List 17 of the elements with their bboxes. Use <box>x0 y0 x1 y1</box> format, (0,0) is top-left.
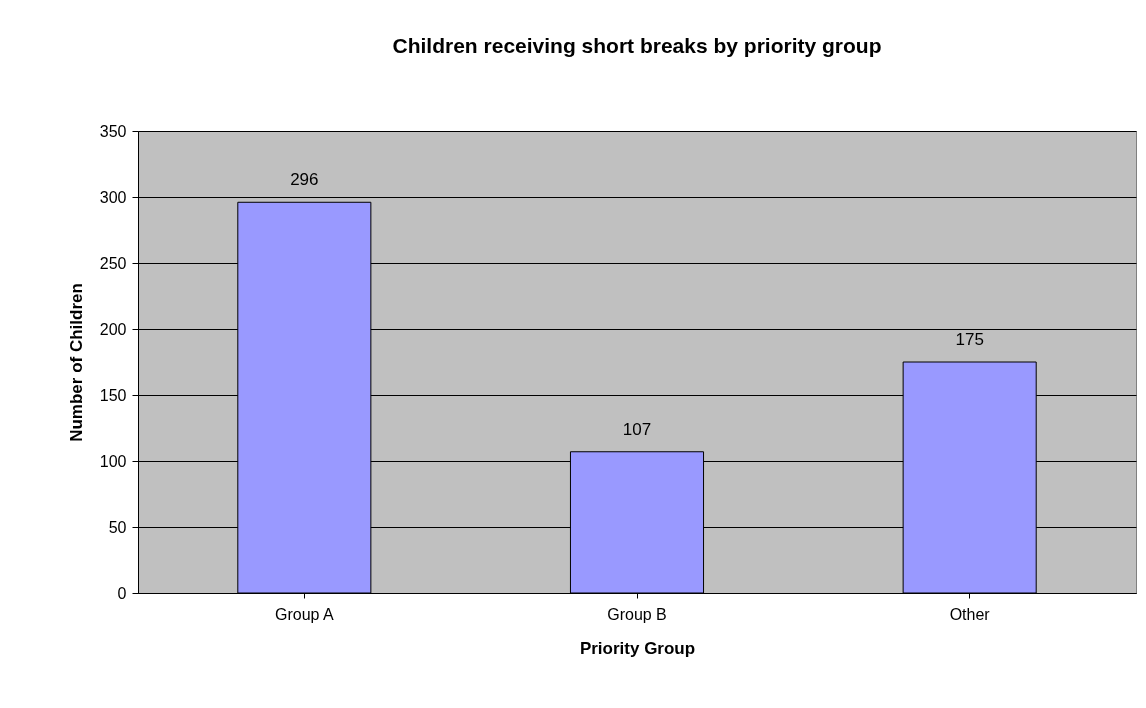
x-axis-title: Priority Group <box>579 638 696 658</box>
data-label: 175 <box>955 330 984 349</box>
y-axis-title: Number of Children <box>66 283 86 442</box>
chart-title: Children receiving short breaks by priority group <box>392 34 882 57</box>
data-label: 107 <box>622 419 652 439</box>
y-tick-label: 100 <box>99 452 127 470</box>
data-label: 296 <box>290 170 319 190</box>
x-tick-label: Other <box>949 605 991 623</box>
y-tick-label: 350 <box>99 122 127 140</box>
x-tick-label: Group A <box>274 605 335 623</box>
y-tick-label: 150 <box>99 386 127 404</box>
x-tick-label: Group B <box>607 605 667 623</box>
y-tick-label: 50 <box>108 518 127 536</box>
y-tick-label: 300 <box>99 188 127 206</box>
y-tick-label: 0 <box>117 584 127 602</box>
y-tick-label: 200 <box>99 320 127 338</box>
y-tick-label: 250 <box>99 254 127 272</box>
